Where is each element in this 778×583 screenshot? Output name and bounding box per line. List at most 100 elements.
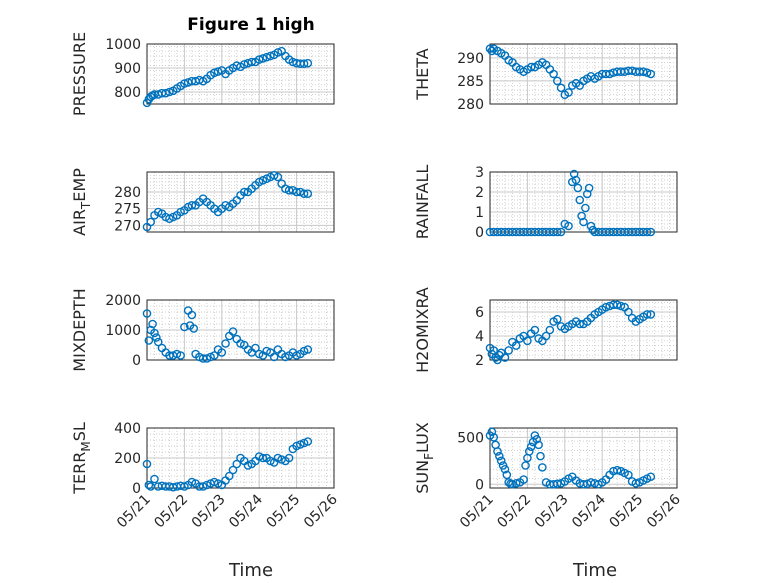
data-point <box>228 327 238 336</box>
y-tick-label: 4 <box>475 329 484 345</box>
x-tick-label: 05/24 <box>569 491 609 531</box>
data-point <box>569 169 579 179</box>
data-point <box>148 319 157 329</box>
data-point <box>221 339 230 348</box>
axes-frame <box>489 171 678 233</box>
data-point <box>624 470 633 480</box>
y-tick-label: 500 <box>457 430 484 446</box>
data-point <box>150 474 159 484</box>
data-point <box>487 46 497 56</box>
y-tick-label: 0 <box>132 353 141 369</box>
data-point <box>251 343 260 353</box>
y-axis-label: H2OMIXRA <box>413 287 432 373</box>
data-point <box>642 310 652 319</box>
data-point <box>541 331 551 341</box>
y-tick-label: 3 <box>475 165 484 181</box>
data-point <box>549 69 558 79</box>
data-point <box>504 346 514 355</box>
y-tick-label: 0 <box>475 225 484 241</box>
data-point <box>575 319 585 329</box>
data-point <box>303 437 313 446</box>
data-point <box>584 183 594 193</box>
axes-frame <box>146 427 335 489</box>
data-point <box>239 187 249 197</box>
data-point <box>485 44 495 53</box>
data-point <box>538 463 547 472</box>
y-tick-label: 2000 <box>105 293 141 309</box>
data-point <box>144 336 154 345</box>
data-point <box>553 76 562 86</box>
x-tick-label: 05/26 <box>301 491 341 531</box>
data-point <box>524 447 534 456</box>
data-point <box>495 451 504 461</box>
x-tick-label: 05/23 <box>532 492 572 532</box>
y-tick-label: 2 <box>475 353 484 369</box>
data-point <box>579 479 588 489</box>
data-point <box>646 69 656 79</box>
data-point <box>500 353 510 362</box>
data-point <box>534 440 543 450</box>
data-point <box>575 195 585 205</box>
data-point <box>142 309 152 318</box>
y-tick-label: 1 <box>475 205 484 221</box>
subplot-rainfall: 0 1 2 3 RAINFALL <box>413 165 678 241</box>
data-point <box>493 355 502 365</box>
data-point <box>273 172 283 182</box>
data-point <box>616 301 626 311</box>
data-point <box>232 459 242 469</box>
data-point <box>646 310 656 319</box>
data-point <box>150 328 159 338</box>
data-point <box>556 227 566 237</box>
data-point <box>210 68 219 78</box>
data-point <box>269 352 279 362</box>
data-point <box>213 67 223 76</box>
x-axis-label-right: Time <box>572 560 617 581</box>
data-point <box>526 442 536 452</box>
data-point <box>582 189 592 199</box>
data-point <box>487 427 497 437</box>
data-point <box>254 55 264 64</box>
data-point <box>577 211 586 221</box>
axes-frame <box>489 299 678 361</box>
data-point <box>612 300 622 310</box>
y-tick-label: 0 <box>475 477 484 493</box>
y-axis-label: AIRTEMP <box>70 168 93 236</box>
data-point <box>500 464 510 474</box>
data-point <box>299 189 309 198</box>
y-tick-label: 0 <box>132 481 141 497</box>
axes-frame <box>489 43 678 105</box>
data-point <box>581 203 590 213</box>
data-point <box>639 67 648 76</box>
data-point <box>605 69 614 79</box>
data-point <box>303 58 313 68</box>
subplot-theta: 280 285 290 THETA <box>413 43 678 113</box>
data-point <box>631 479 641 488</box>
y-tick-label: 200 <box>114 451 141 467</box>
y-axis-label: MIXDEPTH <box>70 288 89 371</box>
y-tick-label: 1000 <box>105 323 141 339</box>
data-point <box>511 341 521 350</box>
data-point <box>210 351 219 360</box>
y-tick-label: 1000 <box>105 37 141 53</box>
y-axis-label: SUNFLUX <box>413 422 436 494</box>
data-point <box>187 310 197 320</box>
y-axis-label: TERRMSL <box>70 422 93 495</box>
y-axis-label: RAINFALL <box>413 165 432 240</box>
data-point <box>523 336 532 346</box>
data-point <box>553 479 562 489</box>
y-tick-label: 275 <box>114 202 141 218</box>
data-point <box>303 345 313 354</box>
y-tick-label: 290 <box>457 51 484 67</box>
data-point <box>146 217 156 227</box>
y-tick-label: 280 <box>114 185 141 201</box>
y-tick-label: 280 <box>457 97 484 113</box>
data-point <box>519 475 528 484</box>
data-point <box>303 189 313 198</box>
y-axis-label: PRESSURE <box>70 32 89 116</box>
data-point <box>228 465 238 475</box>
data-point <box>502 470 512 480</box>
data-point <box>239 60 249 69</box>
subplot-pressure: 800 900 1000 PRESSURE <box>70 32 335 116</box>
data-point <box>258 54 268 63</box>
